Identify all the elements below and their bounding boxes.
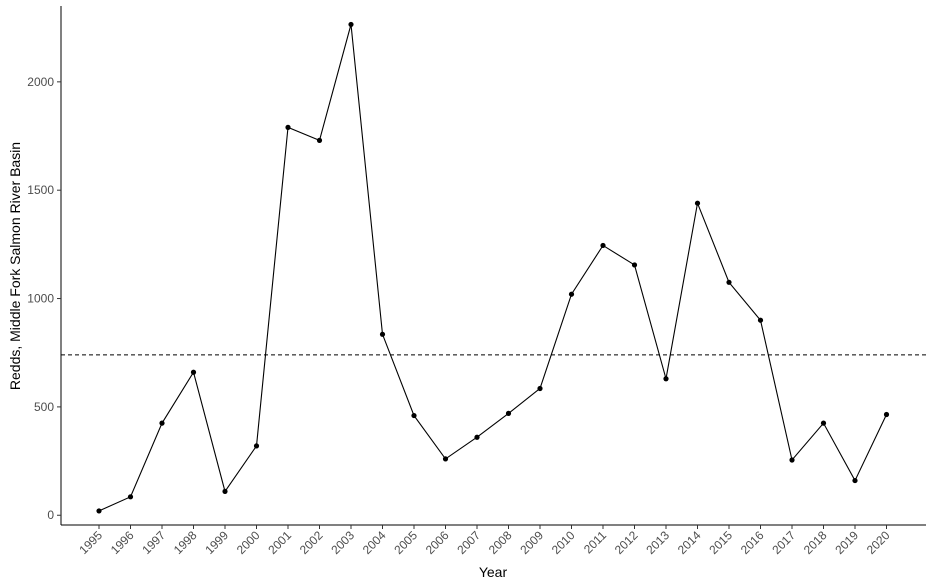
data-point-2010 bbox=[568, 291, 575, 297]
data-point-2007 bbox=[474, 434, 480, 440]
data-point-2000 bbox=[253, 443, 260, 449]
y-tick-label-1500: 1500 bbox=[27, 183, 54, 197]
x-tick-label-2000: 2000 bbox=[234, 528, 263, 557]
x-tick-label-2016: 2016 bbox=[738, 528, 767, 557]
x-tick-label-2011: 2011 bbox=[581, 528, 609, 556]
data-point-1997 bbox=[159, 420, 165, 426]
x-tick-label-2004: 2004 bbox=[360, 528, 389, 557]
y-tick-label-1000: 1000 bbox=[27, 292, 54, 306]
data-point-2005 bbox=[411, 412, 417, 419]
x-axis-title: Year bbox=[479, 564, 508, 580]
data-point-2012 bbox=[631, 262, 638, 268]
x-tick-label-2013: 2013 bbox=[643, 528, 672, 557]
data-points-layer bbox=[96, 21, 890, 514]
x-tick-label-2009: 2009 bbox=[517, 528, 546, 557]
data-point-2018 bbox=[820, 420, 827, 426]
series-line-layer bbox=[98, 24, 887, 512]
data-point-2015 bbox=[726, 279, 732, 285]
data-point-2001 bbox=[285, 124, 291, 130]
x-tick-label-2015: 2015 bbox=[706, 528, 735, 557]
data-point-2019 bbox=[852, 477, 858, 484]
x-tick-label-2001: 2001 bbox=[265, 528, 294, 557]
series-line bbox=[98, 24, 887, 512]
y-tick-label-500: 500 bbox=[34, 400, 54, 414]
data-point-2014 bbox=[694, 200, 701, 206]
x-tick-label-2014: 2014 bbox=[675, 528, 704, 557]
data-point-2009 bbox=[537, 385, 543, 392]
data-point-1995 bbox=[96, 508, 102, 514]
x-tick-label-2020: 2020 bbox=[864, 528, 893, 557]
x-tick-label-2012: 2012 bbox=[612, 528, 641, 557]
y-axis-title: Redds, Middle Fork Salmon River Basin bbox=[7, 142, 23, 390]
y-tick-label-2000: 2000 bbox=[27, 75, 54, 89]
data-point-2017 bbox=[789, 457, 795, 463]
x-tick-label-2002: 2002 bbox=[297, 528, 326, 557]
x-tick-label-1995: 1995 bbox=[76, 528, 105, 557]
data-point-1999 bbox=[222, 488, 228, 495]
data-point-2013 bbox=[663, 376, 669, 382]
x-tick-label-2005: 2005 bbox=[391, 528, 420, 557]
x-tick-label-1998: 1998 bbox=[171, 528, 200, 557]
data-point-2016 bbox=[757, 317, 764, 323]
x-tick-label-2018: 2018 bbox=[801, 528, 830, 557]
data-point-2002 bbox=[316, 137, 323, 143]
data-point-2011 bbox=[600, 242, 606, 249]
x-tick-label-2006: 2006 bbox=[423, 528, 452, 557]
data-point-2003 bbox=[348, 21, 354, 28]
x-tick-label-2007: 2007 bbox=[454, 528, 483, 557]
data-point-2004 bbox=[379, 331, 386, 337]
data-point-2008 bbox=[505, 410, 512, 416]
data-point-2020 bbox=[883, 411, 890, 418]
x-tick-label-2019: 2019 bbox=[832, 528, 861, 557]
x-tick-label-2003: 2003 bbox=[328, 528, 357, 557]
x-tick-label-1996: 1996 bbox=[108, 528, 137, 557]
x-tick-label-1999: 1999 bbox=[202, 528, 231, 557]
x-tick-label-2010: 2010 bbox=[549, 528, 578, 557]
x-tick-label-1997: 1997 bbox=[139, 528, 168, 557]
x-tick-label-2008: 2008 bbox=[486, 528, 515, 557]
y-tick-label-0: 0 bbox=[47, 508, 54, 522]
data-point-2006 bbox=[442, 456, 449, 462]
data-point-1996 bbox=[127, 494, 134, 500]
x-tick-label-2017: 2017 bbox=[769, 528, 798, 557]
data-point-1998 bbox=[190, 369, 197, 375]
